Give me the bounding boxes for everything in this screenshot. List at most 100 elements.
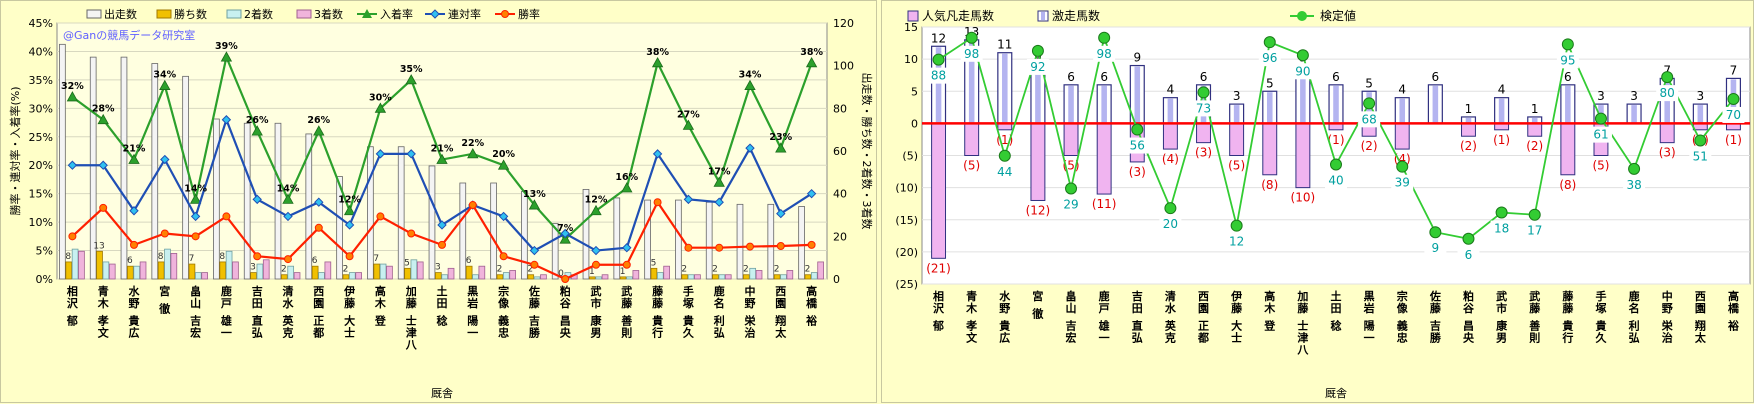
bonsou-data-label: (3) — [1129, 165, 1146, 179]
bar-second — [810, 272, 818, 280]
svg-text:像: 像 — [498, 296, 510, 310]
legend-label: 勝率 — [518, 7, 540, 21]
bar-starts — [767, 203, 775, 280]
legend-label: 連対率 — [448, 7, 481, 21]
svg-text:康: 康 — [1496, 319, 1508, 333]
svg-text:相: 相 — [933, 289, 944, 303]
x-tick-label: 高橋裕 — [1727, 289, 1740, 333]
wins-data-label: 2 — [343, 265, 349, 275]
place-rate-data-label: 23% — [769, 132, 792, 143]
kentei-label-bg — [1291, 63, 1314, 80]
marker-rentai-rate — [776, 208, 786, 219]
marker-kentei — [1528, 208, 1541, 221]
kentei-data-label: 44 — [997, 165, 1012, 179]
marker-win-rate — [438, 240, 446, 249]
svg-text:忠: 忠 — [498, 326, 509, 340]
kentei-data-label: 51 — [1693, 149, 1708, 163]
y-left-tick-label: 45% — [29, 17, 53, 30]
marker-rentai-rate — [190, 211, 201, 222]
svg-text:武: 武 — [591, 284, 602, 298]
legend-label: 3着数 — [314, 7, 343, 21]
place-rate-data-label: 12% — [585, 195, 608, 206]
svg-text:谷: 谷 — [560, 296, 572, 310]
gekisou-data-label: 6 — [1067, 70, 1075, 84]
kentei-data-label: 95 — [1560, 53, 1575, 67]
bar-wins — [743, 274, 750, 280]
place-rate-data-label: 38% — [800, 47, 823, 58]
svg-text:西: 西 — [775, 285, 786, 298]
legend-marker — [362, 9, 372, 18]
svg-text:園: 園 — [1198, 302, 1209, 315]
marker-place-rate — [621, 182, 633, 193]
bar-gekisou-shade — [1697, 105, 1704, 123]
kentei-label-bg — [1126, 137, 1149, 154]
bar-wins — [435, 272, 442, 280]
y-right-tick-label: 40 — [833, 188, 847, 201]
bar-second — [780, 274, 787, 280]
svg-text:鹿: 鹿 — [1099, 289, 1110, 303]
svg-text:克: 克 — [1165, 331, 1176, 345]
kentei-label-bg — [1325, 172, 1347, 189]
y-tick-label: (25) — [895, 278, 918, 291]
kentei-data-label: 90 — [1295, 64, 1310, 78]
y-right-tick-label: 120 — [833, 17, 854, 30]
marker-win-rate — [653, 198, 662, 207]
svg-text:康: 康 — [591, 314, 603, 328]
legend-marker — [501, 10, 509, 18]
y-right-axis-title: 出走数・勝ち数・2着数・3着数 — [860, 73, 874, 230]
bar-starts — [182, 75, 189, 280]
marker-rentai-rate — [498, 211, 509, 222]
kentei-label-bg — [1589, 126, 1612, 143]
svg-text:手: 手 — [683, 284, 694, 298]
kentei-label-bg — [1689, 148, 1712, 165]
bar-gekisou-shade — [1531, 117, 1538, 123]
svg-text:弘: 弘 — [1629, 332, 1640, 345]
marker-place-rate — [744, 79, 756, 90]
kentei-label-bg — [1225, 233, 1248, 250]
svg-text:水: 水 — [283, 296, 295, 310]
bar-third — [724, 274, 732, 280]
y-tick-label: (5) — [902, 150, 918, 163]
marker-kentei — [1561, 38, 1574, 51]
marker-rentai-rate — [652, 149, 663, 159]
svg-text:士: 士 — [1231, 331, 1242, 345]
svg-text:野: 野 — [745, 297, 756, 310]
marker-kentei — [1396, 160, 1409, 173]
svg-text:宮: 宮 — [1032, 289, 1043, 303]
marker-rentai-rate — [160, 154, 170, 165]
svg-text:孝: 孝 — [965, 319, 977, 333]
marker-win-rate — [746, 242, 754, 251]
kentei-label-bg — [1457, 246, 1480, 263]
bar-gekisou-shade — [1134, 66, 1141, 123]
svg-text:伊: 伊 — [1230, 289, 1242, 303]
bar-bonsou — [1659, 122, 1675, 144]
marker-win-rate — [68, 232, 77, 241]
svg-text:翔: 翔 — [774, 314, 786, 328]
bar-starts — [428, 165, 436, 280]
place-rate-data-label: 16% — [615, 172, 638, 183]
svg-text:太: 太 — [774, 326, 787, 340]
svg-text:英: 英 — [282, 314, 295, 328]
place-rate-data-label: 26% — [307, 115, 330, 126]
marker-rentai-rate — [221, 115, 232, 125]
bar-third — [293, 272, 301, 280]
y-left-tick-label: 0% — [36, 273, 53, 286]
svg-text:則: 則 — [1528, 331, 1540, 345]
bar-gekisou-shade — [1565, 85, 1571, 123]
kentei-label-bg — [1623, 176, 1646, 193]
svg-text:藤: 藤 — [1231, 301, 1243, 315]
kentei-data-label: 61 — [1593, 128, 1608, 142]
svg-text:鹿: 鹿 — [1629, 289, 1640, 303]
svg-text:大: 大 — [344, 314, 355, 328]
y-left-tick-label: 20% — [29, 159, 53, 172]
